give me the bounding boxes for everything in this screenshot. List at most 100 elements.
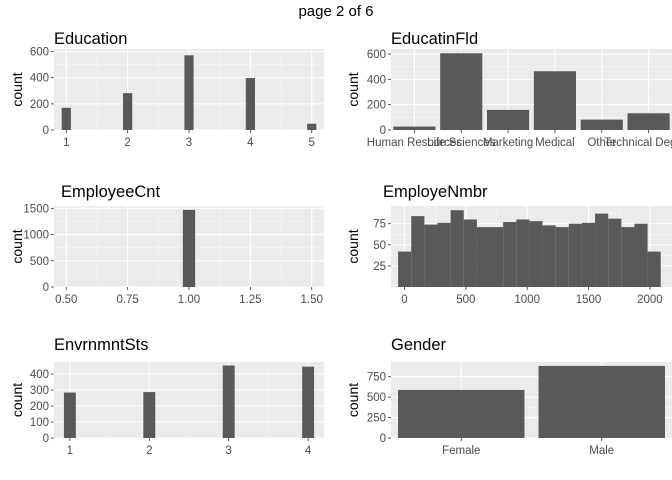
x-tick-label: 0.50 <box>55 294 77 306</box>
histogram-bar <box>476 227 491 287</box>
histogram-bar <box>463 219 477 287</box>
histogram-bar <box>424 224 438 287</box>
x-tick-label: 1500 <box>576 294 602 306</box>
x-tick-label: 3 <box>226 445 232 457</box>
y-tick-label: 200 <box>30 99 49 111</box>
histogram-bar <box>437 222 451 287</box>
bar <box>182 209 196 287</box>
histogram-bar <box>411 216 425 287</box>
y-tick-label: 100 <box>30 417 49 429</box>
y-axis-label: count <box>345 229 361 263</box>
bar <box>398 389 525 438</box>
y-tick-label: 400 <box>30 73 49 85</box>
chart-panel-5: EnvrnmntSts 0 100 200 300 400 count 1 2 3 4 <box>9 336 324 457</box>
y-tick-label: 1000 <box>23 230 49 242</box>
y-tick-label: 400 <box>30 369 49 381</box>
y-tick-label: 300 <box>30 385 49 397</box>
y-tick-label: 400 <box>367 74 386 86</box>
x-tick-label: Medical <box>535 137 575 149</box>
x-tick-label: 2 <box>146 445 152 457</box>
histogram-bar <box>516 219 530 287</box>
y-tick-label: 0 <box>43 282 49 294</box>
bar <box>538 365 665 438</box>
x-tick-label: 1.25 <box>239 294 261 306</box>
x-tick-label: 5 <box>309 137 315 149</box>
histogram-bar <box>529 221 543 287</box>
histogram-bar <box>608 218 622 287</box>
y-axis-label: count <box>9 229 25 263</box>
chart-title: EducatinFld <box>391 30 478 48</box>
y-tick-label: 250 <box>367 413 386 425</box>
x-tick-label: 2 <box>124 137 130 149</box>
y-tick-label: 500 <box>367 392 386 404</box>
bar <box>63 392 76 438</box>
histogram-bar <box>568 223 582 287</box>
histogram-bar <box>647 251 661 287</box>
y-tick-label: 500 <box>30 256 49 268</box>
y-axis-label: count <box>9 383 25 417</box>
bar <box>393 126 436 130</box>
histogram-bar <box>555 227 569 287</box>
y-tick-label: 1500 <box>23 203 49 215</box>
chart-title: EmployeeCnt <box>61 183 160 201</box>
histogram-bar <box>503 222 517 287</box>
y-axis-label: count <box>9 72 25 106</box>
histogram-bar <box>634 223 648 287</box>
x-tick-label: Male <box>589 445 614 457</box>
chart-panel-2: EducatinFld 0 200 400 600 count Human Resource… <box>345 30 672 149</box>
y-tick-label: 0 <box>380 125 386 137</box>
x-tick-label: Other <box>587 137 616 149</box>
page-title: page 2 of 6 <box>298 3 374 20</box>
chart-panel-4: EmployeNmbr 25 50 75 count 0 500 1000 1500 2000 <box>345 183 672 306</box>
bar <box>307 123 317 130</box>
histogram-bar <box>595 213 609 287</box>
x-tick-label: Human Resources <box>367 137 462 149</box>
histogram-bar <box>581 222 596 287</box>
x-tick-label: 1000 <box>514 294 540 306</box>
y-axis-label: count <box>345 383 361 417</box>
chart-title: Gender <box>391 336 447 354</box>
bar <box>487 109 530 130</box>
y-tick-label: 0 <box>43 125 49 137</box>
bar <box>61 107 71 130</box>
x-tick-label: 0 <box>401 294 407 306</box>
bar <box>143 392 156 438</box>
chart-panel-3: EmployeeCnt 0 500 1000 1500 count 0.50 0.75 1.00… <box>9 183 324 306</box>
chart-panel-1: Education 0 200 400 600 count 1 2 3 4 5 <box>9 30 324 149</box>
bar <box>123 93 133 130</box>
chart-title: EmployeNmbr <box>383 183 488 201</box>
y-axis-label: count <box>345 72 361 106</box>
histogram-bar <box>490 227 504 287</box>
bar <box>222 365 235 438</box>
histogram-bar <box>621 227 635 287</box>
y-tick-label: 600 <box>30 47 49 59</box>
bar <box>533 71 576 130</box>
x-tick-label: 1.00 <box>178 294 200 306</box>
y-tick-label: 75 <box>373 219 386 231</box>
bar <box>440 53 483 130</box>
y-tick-label: 200 <box>30 401 49 413</box>
x-tick-label: Life Sciences <box>427 137 496 149</box>
histogram-bar <box>542 225 556 287</box>
x-tick-label: 500 <box>456 294 475 306</box>
x-tick-label: 0.75 <box>116 294 138 306</box>
x-tick-label: 4 <box>247 137 254 149</box>
x-tick-label: 4 <box>305 445 312 457</box>
x-tick-label: Marketing <box>483 137 534 149</box>
chart-title: Education <box>54 30 127 48</box>
x-tick-label: 3 <box>186 137 192 149</box>
chart-title: EnvrnmntSts <box>54 336 148 354</box>
x-tick-label: 1 <box>67 445 73 457</box>
plot-panel <box>391 49 672 130</box>
chart-panel-6: Gender 0 250 500 750 count Female Male <box>345 336 672 457</box>
x-tick-label: Technical Degree <box>604 137 672 149</box>
bar <box>627 113 670 130</box>
x-tick-label: 1.50 <box>301 294 323 306</box>
y-tick-label: 50 <box>373 240 386 252</box>
x-tick-label: 2000 <box>637 294 663 306</box>
y-tick-label: 25 <box>373 261 386 273</box>
bar <box>245 78 255 130</box>
bar <box>302 366 315 438</box>
x-tick-label: 1 <box>63 137 69 149</box>
